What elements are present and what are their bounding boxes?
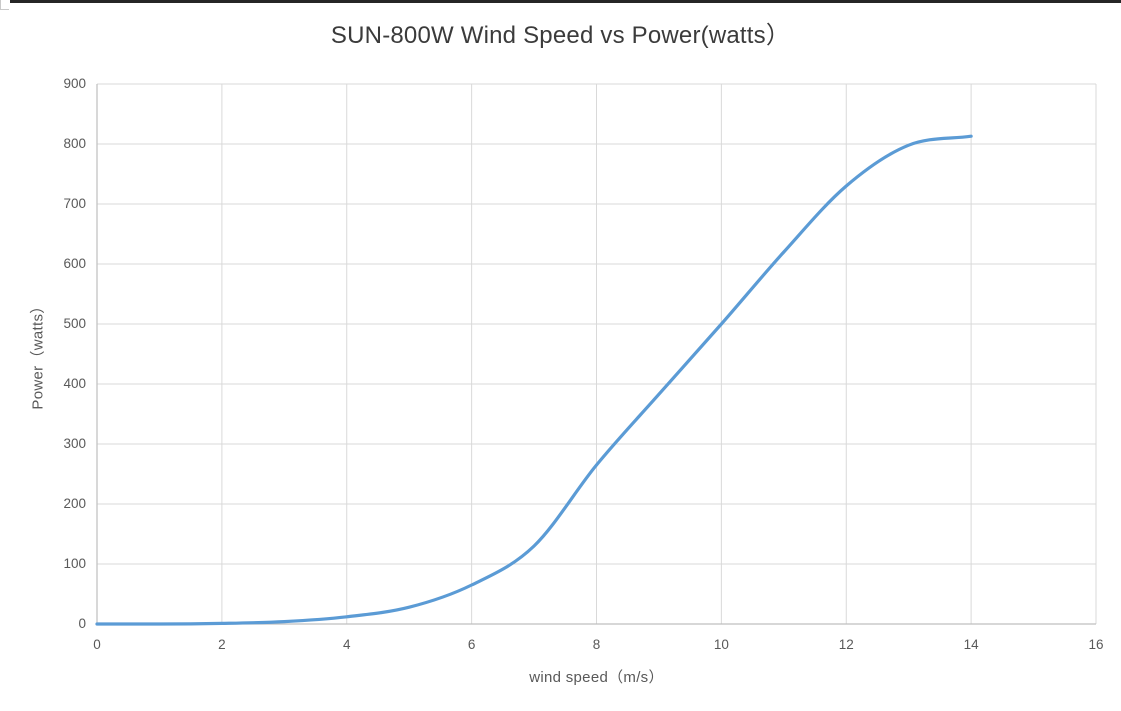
x-tick-label: 6 bbox=[467, 637, 476, 652]
power-curve bbox=[95, 134, 973, 626]
y-tick-label: 900 bbox=[63, 76, 86, 91]
x-tick-label: 4 bbox=[342, 637, 351, 652]
y-tick-label: 0 bbox=[78, 616, 86, 631]
x-tick-label: 10 bbox=[713, 637, 729, 652]
chart-title: SUN-800W Wind Speed vs Power(watts） bbox=[330, 22, 791, 49]
y-tick-label: 200 bbox=[63, 496, 86, 511]
y-tick-label: 500 bbox=[63, 316, 86, 331]
top-edge-line bbox=[10, 0, 1121, 3]
y-tick-label: 800 bbox=[63, 136, 86, 151]
x-tick-label: 16 bbox=[1088, 637, 1104, 652]
x-axis-title: wind speed（m/s） bbox=[529, 669, 664, 686]
x-tick-label: 8 bbox=[592, 637, 601, 652]
x-tick-label: 2 bbox=[218, 637, 226, 652]
y-tick-label: 400 bbox=[63, 376, 86, 391]
y-tick-label: 700 bbox=[63, 196, 86, 211]
y-tick-label: 300 bbox=[63, 436, 86, 451]
y-tick-label: 100 bbox=[63, 556, 86, 571]
y-axis-title: Power（watts） bbox=[29, 298, 47, 410]
x-tick-label: 12 bbox=[838, 637, 854, 652]
top-left-corner-artifact bbox=[0, 0, 9, 10]
x-tick-label: 14 bbox=[963, 637, 979, 652]
y-tick-label: 600 bbox=[63, 256, 86, 271]
x-tick-label: 0 bbox=[93, 637, 101, 652]
